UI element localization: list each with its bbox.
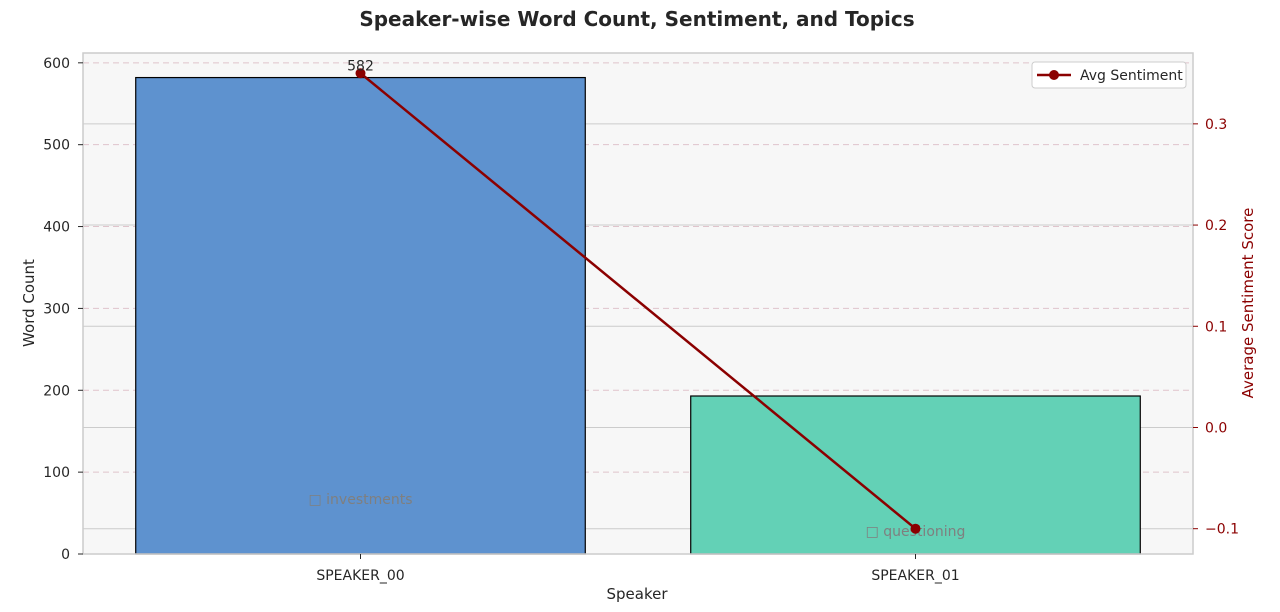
y2-tick-label-1: 0.0 xyxy=(1205,420,1227,436)
y2-tick-label-2: 0.1 xyxy=(1205,319,1227,335)
y-tick-label-6: 600 xyxy=(43,56,70,72)
y2-tick-label-0: −0.1 xyxy=(1205,522,1239,538)
y2-tick-label-3: 0.2 xyxy=(1205,218,1227,234)
x-tick-label-speaker_01: SPEAKER_01 xyxy=(871,568,959,584)
y-axis-label: Word Count xyxy=(20,259,38,347)
sentiment-point-1 xyxy=(910,523,921,534)
data-labels-group: 582 xyxy=(347,59,374,75)
bar-speaker_00 xyxy=(135,76,586,555)
y-tick-label-0: 0 xyxy=(61,547,70,563)
x-axis-label: Speaker xyxy=(606,585,668,603)
bar-value-label-0: 582 xyxy=(347,59,374,75)
legend-box xyxy=(1031,61,1187,89)
sentiment-line xyxy=(359,72,917,530)
right-y-ticks: −0.1 0.0 0.1 0.2 0.3 xyxy=(1193,117,1239,538)
x-tick-label-speaker_00: SPEAKER_00 xyxy=(316,568,404,584)
y-tick-label-5: 500 xyxy=(43,138,70,154)
y-tick-label-1: 100 xyxy=(43,465,70,481)
left-y-ticks: 0 100 200 300 400 500 600 xyxy=(43,56,83,563)
plot-frame xyxy=(82,52,1194,555)
sentiment-point-0 xyxy=(355,68,366,79)
chart-title: Speaker-wise Word Count, Sentiment, and … xyxy=(359,7,914,31)
y2-axis-label: Average Sentiment Score xyxy=(1239,208,1257,399)
legend-marker-swatch xyxy=(1049,70,1059,80)
y-tick-label-4: 400 xyxy=(43,220,70,236)
legend: Avg Sentiment xyxy=(1031,61,1187,89)
topic-label-0: □ investments xyxy=(308,492,412,508)
y-tick-label-2: 200 xyxy=(43,383,70,399)
x-ticks: SPEAKER_00 SPEAKER_01 xyxy=(316,554,960,584)
sentiment-line-group xyxy=(355,68,921,534)
legend-entry-avg-sentiment: Avg Sentiment xyxy=(1080,68,1183,84)
y-tick-label-3: 300 xyxy=(43,301,70,317)
y2-tick-label-4: 0.3 xyxy=(1205,117,1227,133)
